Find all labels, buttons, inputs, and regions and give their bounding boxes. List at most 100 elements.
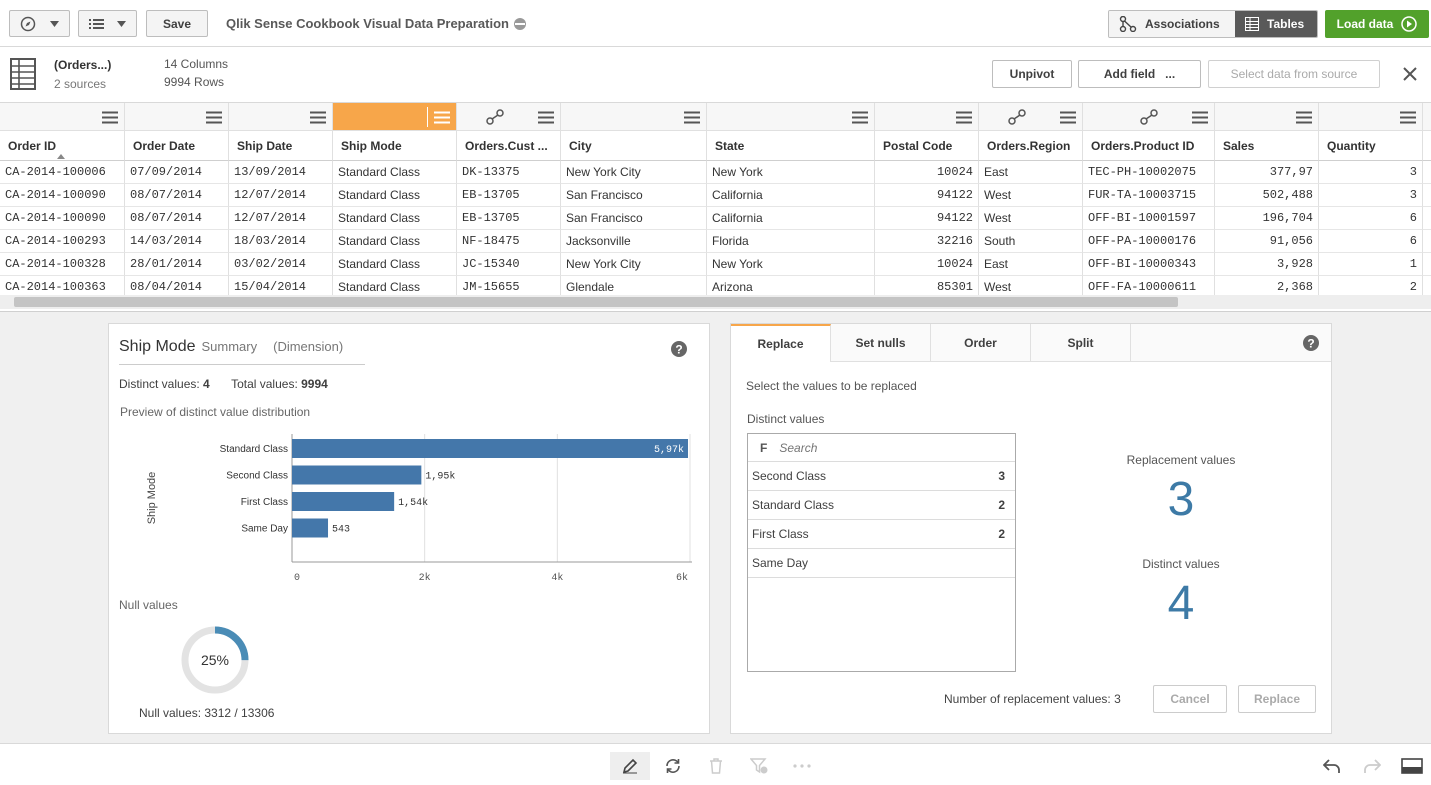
redo-icon [1364, 759, 1381, 773]
caret-down-icon [117, 20, 126, 27]
toggle-panel-button[interactable] [1392, 752, 1431, 780]
cancel-button[interactable]: Cancel [1153, 685, 1227, 713]
category-label: Standard Class [220, 444, 288, 455]
table-cell: DK-13375 [457, 161, 561, 184]
column-menu-icon[interactable] [310, 111, 326, 124]
column-header[interactable]: Order ID [0, 131, 125, 161]
table-cell: East [979, 161, 1083, 184]
replacement-values-label: Replacement values [1126, 453, 1236, 467]
search-input[interactable] [779, 440, 980, 455]
distinct-label: Distinct values: [119, 377, 200, 391]
add-field-button[interactable]: Add field ... [1078, 60, 1201, 88]
column-header[interactable]: City [561, 131, 707, 161]
column-menu-icon[interactable] [956, 111, 972, 124]
tab-split[interactable]: Split [1031, 324, 1131, 362]
redo-button[interactable] [1352, 752, 1392, 780]
bar[interactable] [292, 518, 329, 538]
column-menu-bar [707, 103, 875, 131]
total-value: 9994 [301, 377, 328, 391]
column-menu-icon[interactable] [434, 111, 450, 124]
more-options-button[interactable] [782, 752, 822, 780]
table-cell: 3 [1319, 161, 1423, 184]
bar[interactable] [292, 465, 422, 485]
table-info-bar: (Orders...) 2 sources 14 Columns 9994 Ro… [0, 47, 1431, 103]
distinct-value-row[interactable]: Second Class 3 [748, 462, 1015, 491]
column-menu-icon[interactable] [1296, 111, 1312, 124]
tab-replace[interactable]: Replace [731, 324, 831, 362]
table-cell: 94122 [875, 207, 979, 230]
refresh-icon [666, 759, 680, 773]
column-menu-icon[interactable] [684, 111, 700, 124]
column-header[interactable]: State [707, 131, 875, 161]
table-cell: 91,056 [1215, 230, 1319, 253]
horizontal-scrollbar[interactable] [0, 295, 1431, 309]
distinct-value-row[interactable]: Same Day [748, 549, 1015, 578]
navigation-menu-button[interactable] [9, 10, 70, 37]
edit-button[interactable] [610, 752, 650, 780]
column-header[interactable]: Orders.Cust ... [457, 131, 561, 161]
save-button[interactable]: Save [146, 10, 208, 37]
replace-button[interactable]: Replace [1238, 685, 1316, 713]
column-menu-bar [457, 103, 561, 131]
table-cell: FUR-TA-10003715 [1083, 184, 1215, 207]
column-header[interactable]: Sales [1215, 131, 1319, 161]
column-menu-icon[interactable] [102, 111, 118, 124]
associations-tab[interactable]: Associations [1109, 11, 1235, 37]
table-cell: 1 [1319, 253, 1423, 276]
table-cell: Standard Class [333, 230, 457, 253]
help-icon[interactable]: ? [670, 340, 688, 358]
global-menu-button[interactable] [78, 10, 137, 37]
column-header[interactable]: Quantity [1319, 131, 1423, 161]
distinct-values-label: Distinct values [747, 412, 825, 426]
table-cell: CA-2014-100090 [0, 184, 125, 207]
table-cell: East [979, 253, 1083, 276]
column-menu-bar [1319, 103, 1423, 131]
clear-filter-button[interactable] [739, 752, 779, 780]
table-cell: Standard Class [333, 161, 457, 184]
column-header[interactable] [1423, 131, 1431, 161]
tables-tab[interactable]: Tables [1235, 11, 1317, 37]
tab-set-nulls[interactable]: Set nulls [831, 324, 931, 362]
scrollbar-thumb[interactable] [14, 297, 1178, 307]
distinct-value-row[interactable]: Standard Class 2 [748, 491, 1015, 520]
bar[interactable] [292, 492, 395, 511]
table-icon [10, 58, 36, 90]
table-cell [1423, 253, 1431, 276]
associations-icon [1119, 16, 1137, 32]
column-menu-icon[interactable] [206, 111, 222, 124]
sort-ascending-icon [57, 154, 65, 159]
table-cell: San Francisco [561, 184, 707, 207]
column-header[interactable]: Orders.Product ID [1083, 131, 1215, 161]
column-menu-icon[interactable] [538, 111, 554, 124]
unpivot-button[interactable]: Unpivot [992, 60, 1072, 88]
tab-order[interactable]: Order [931, 324, 1031, 362]
select-data-from-source-button[interactable]: Select data from source [1208, 60, 1380, 88]
load-data-button[interactable]: Load data [1325, 10, 1429, 38]
column-header[interactable]: Ship Mode [333, 131, 457, 161]
distinct-value-row[interactable]: First Class 2 [748, 520, 1015, 549]
column-menu-icon[interactable] [852, 111, 868, 124]
table-cell: 196,704 [1215, 207, 1319, 230]
column-header[interactable]: Postal Code [875, 131, 979, 161]
x-axis-title: Count of Ship Mode [442, 593, 539, 594]
column-header[interactable]: Orders.Region [979, 131, 1083, 161]
bar[interactable] [292, 439, 689, 458]
column-menu-icon[interactable] [1060, 111, 1076, 124]
delete-button[interactable] [696, 752, 736, 780]
column-header[interactable]: Order Date [125, 131, 229, 161]
undo-button[interactable] [1312, 752, 1352, 780]
column-menu-icon[interactable] [1192, 111, 1208, 124]
close-icon[interactable] [1402, 66, 1418, 82]
column-header[interactable]: Ship Date [229, 131, 333, 161]
app-title: Qlik Sense Cookbook Visual Data Preparat… [226, 16, 527, 31]
column-menu-icon[interactable] [1400, 111, 1416, 124]
distinct-value-count: 2 [998, 498, 1005, 512]
refresh-button[interactable] [653, 752, 693, 780]
more-icon: ... [1165, 67, 1176, 81]
search-row[interactable]: F [748, 434, 1015, 462]
help-icon[interactable]: ? [1302, 334, 1320, 352]
table-sources: 2 sources [54, 77, 107, 91]
column-menu-bar [0, 103, 125, 131]
table-cell: South [979, 230, 1083, 253]
svg-text:?: ? [675, 343, 682, 357]
